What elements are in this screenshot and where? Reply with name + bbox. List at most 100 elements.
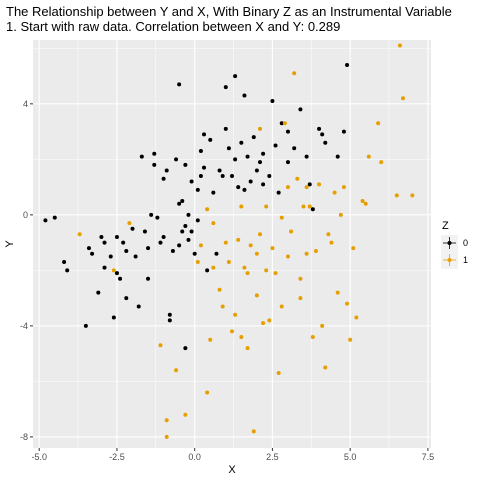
data-point-z1: [285, 185, 290, 190]
data-point-z1: [248, 243, 253, 248]
x-tick-label: 7.5: [422, 452, 435, 462]
data-point-z0: [180, 229, 185, 234]
data-point-z0: [183, 346, 188, 351]
data-point-z0: [242, 93, 247, 98]
data-point-z0: [102, 265, 107, 270]
data-point-z1: [239, 204, 244, 209]
data-point-z0: [341, 129, 346, 134]
data-point-z0: [273, 143, 278, 148]
data-point-z1: [348, 337, 353, 342]
data-point-z1: [335, 290, 340, 295]
data-point-z0: [189, 179, 194, 184]
data-point-z1: [226, 260, 231, 265]
data-point-z1: [295, 176, 300, 181]
legend-key-point: [447, 241, 452, 245]
data-point-z0: [205, 268, 210, 273]
data-point-z0: [167, 312, 172, 317]
y-axis-ticks: -8 -4 0 4: [20, 99, 33, 442]
data-point-z1: [208, 337, 213, 342]
y-tick-label: -8: [20, 432, 28, 442]
data-point-z1: [276, 371, 281, 376]
data-point-z1: [351, 246, 356, 251]
legend-title: Z: [442, 220, 449, 232]
legend: Z 0 1: [441, 220, 468, 269]
data-point-z1: [354, 315, 359, 320]
data-point-z0: [217, 168, 222, 173]
data-point-z1: [379, 160, 384, 165]
data-point-z0: [186, 237, 191, 242]
data-point-z0: [195, 218, 200, 223]
data-point-z0: [267, 174, 272, 178]
data-point-z1: [310, 334, 315, 339]
plot-panel: [33, 40, 431, 448]
data-point-z0: [83, 323, 88, 328]
data-point-z0: [164, 168, 169, 173]
data-point-z0: [233, 157, 238, 162]
data-point-z0: [304, 154, 309, 159]
data-point-z1: [394, 193, 399, 198]
data-point-z1: [261, 321, 266, 326]
data-point-z0: [142, 229, 147, 234]
data-point-z1: [236, 237, 241, 242]
data-point-z0: [52, 215, 57, 220]
data-point-z0: [335, 154, 340, 159]
data-point-z1: [298, 296, 303, 301]
x-tick-label: 5.0: [344, 452, 357, 462]
legend-label: 1: [463, 255, 468, 265]
data-point-z0: [211, 190, 216, 195]
data-point-z0: [195, 187, 200, 192]
data-point-z1: [304, 185, 309, 190]
data-point-z1: [329, 240, 334, 245]
data-point-z1: [257, 126, 262, 131]
data-point-z1: [211, 221, 216, 226]
data-point-z0: [111, 315, 116, 320]
data-point-z0: [152, 162, 157, 167]
data-point-z0: [183, 162, 188, 167]
data-point-z0: [279, 121, 284, 126]
data-point-z0: [198, 174, 203, 178]
data-point-z0: [292, 146, 297, 151]
data-point-z1: [205, 390, 210, 395]
data-point-z0: [202, 132, 207, 137]
data-point-z1: [217, 287, 222, 292]
data-point-z1: [366, 154, 371, 159]
legend-label: 0: [463, 238, 468, 248]
data-point-z1: [230, 329, 234, 334]
x-tick-label: 2.5: [266, 452, 279, 462]
data-point-z1: [251, 429, 256, 434]
data-point-z0: [180, 198, 185, 203]
data-point-z0: [170, 248, 175, 253]
data-point-z0: [214, 251, 219, 256]
y-tick-label: -4: [20, 321, 28, 331]
data-point-z0: [320, 132, 325, 137]
data-point-z0: [236, 185, 241, 190]
data-point-z1: [279, 304, 284, 309]
data-point-z1: [242, 265, 247, 270]
data-point-z1: [174, 368, 179, 373]
chart-subtitle: 1. Start with raw data. Correlation betw…: [6, 19, 340, 34]
data-point-z0: [239, 140, 244, 145]
data-point-z1: [304, 251, 309, 256]
legend-item-z1: 1: [441, 252, 468, 269]
data-point-z0: [177, 243, 182, 248]
data-point-z0: [254, 168, 259, 173]
data-point-z1: [338, 212, 343, 217]
data-point-z1: [282, 121, 287, 126]
data-point-z0: [233, 74, 238, 79]
data-point-z0: [198, 149, 203, 154]
data-point-z0: [136, 304, 141, 309]
data-point-z1: [285, 254, 290, 259]
y-tick-label: 4: [23, 99, 28, 109]
data-point-z0: [161, 176, 166, 181]
legend-key-point: [447, 258, 452, 262]
data-point-z0: [189, 229, 194, 234]
data-point-z1: [332, 190, 337, 195]
data-point-z0: [124, 296, 129, 301]
data-point-z0: [65, 268, 70, 273]
data-point-z1: [326, 232, 331, 237]
data-point-z0: [285, 129, 290, 134]
x-tick-label: -2.5: [109, 452, 125, 462]
data-point-z1: [376, 121, 381, 126]
data-point-z1: [320, 323, 325, 328]
data-point-z1: [164, 418, 169, 423]
